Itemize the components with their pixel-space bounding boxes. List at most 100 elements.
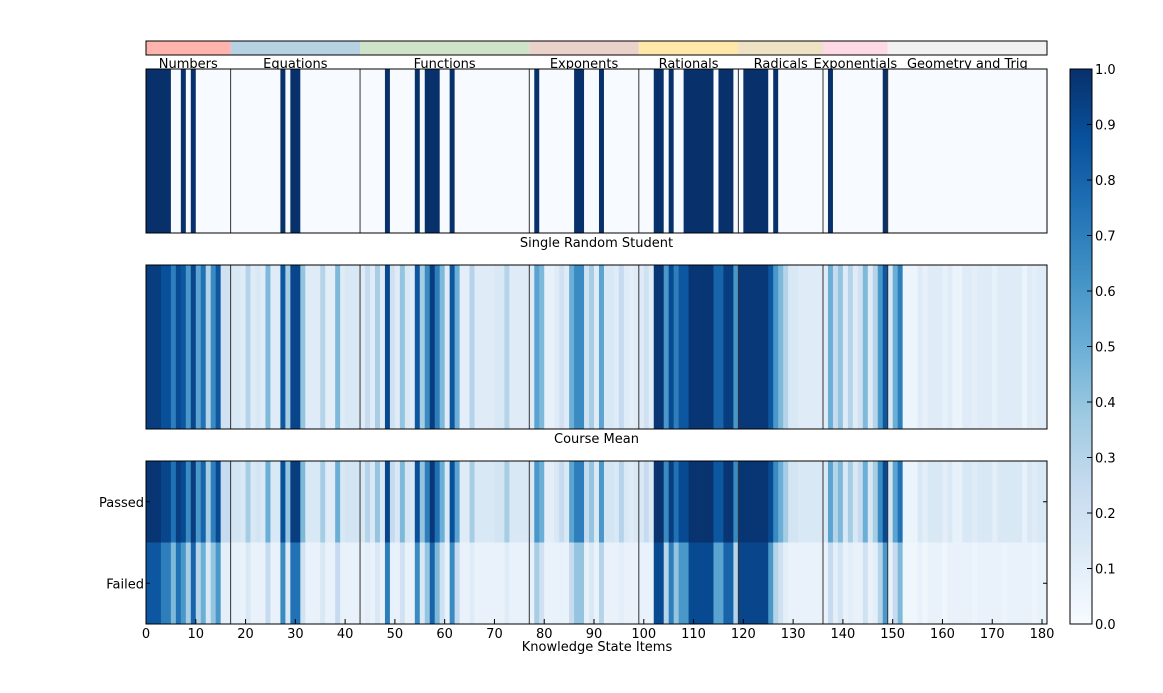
panel-frame — [145, 460, 1048, 625]
heatmap-cell — [633, 69, 640, 234]
heatmap-cell — [255, 542, 261, 625]
heatmap-cell — [305, 461, 311, 543]
heatmap-cell — [350, 265, 356, 430]
heatmap-cell — [275, 461, 281, 543]
heatmap-cell — [240, 265, 246, 430]
heatmap-cell — [952, 265, 958, 430]
heatmap-cell — [708, 461, 714, 543]
heatmap-cell — [419, 265, 426, 430]
heatmap-cell — [1042, 265, 1048, 430]
heatmap-cell — [499, 542, 505, 625]
heatmap-cell — [872, 69, 879, 234]
heatmap-cell — [798, 265, 804, 430]
heatmap-cell — [215, 265, 222, 430]
heatmap-cell — [1037, 542, 1043, 625]
heatmap-cell — [648, 542, 655, 625]
heatmap-cell — [559, 461, 565, 543]
heatmap-cell — [912, 265, 918, 430]
heatmap-cell — [992, 542, 998, 625]
heatmap-cell — [982, 461, 988, 543]
x-tick-label: 120 — [731, 627, 756, 642]
heatmap-cell — [837, 542, 844, 625]
heatmap-cell — [150, 265, 157, 430]
heatmap-cell — [374, 542, 381, 625]
heatmap-cell — [648, 265, 655, 430]
heatmap-cell — [295, 461, 301, 543]
heatmap-cell — [618, 461, 625, 543]
heatmap-cell — [598, 69, 605, 234]
heatmap-cell — [230, 69, 237, 234]
category-label: Exponentials — [814, 57, 898, 72]
heatmap-cell — [942, 461, 948, 543]
heatmap-cell — [544, 461, 550, 543]
category-swatch — [230, 41, 361, 55]
heatmap-cell — [857, 265, 864, 430]
heatmap-cell — [932, 69, 938, 234]
heatmap-cell — [763, 542, 769, 625]
heatmap-cell — [808, 461, 814, 543]
category-swatch — [529, 41, 639, 55]
heatmap-cell — [320, 265, 326, 430]
heatmap-cell — [270, 69, 276, 234]
heatmap-cell — [952, 542, 958, 625]
heatmap-cell — [374, 461, 381, 543]
heatmap-cell — [832, 265, 839, 430]
heatmap-cell — [365, 69, 371, 234]
heatmap-cell — [693, 265, 699, 430]
heatmap-cell — [200, 69, 207, 234]
heatmap-cell — [608, 461, 615, 543]
heatmap-cell — [210, 265, 217, 430]
x-tick-label: 110 — [681, 627, 706, 642]
heatmap-cell — [180, 69, 187, 234]
heatmap-cell — [623, 265, 630, 430]
heatmap-cell — [902, 542, 909, 625]
heatmap-cell — [793, 69, 799, 234]
heatmap-cell — [265, 461, 271, 543]
heatmap-cell — [718, 461, 724, 543]
heatmap-cell — [887, 265, 894, 430]
panel-frame — [145, 68, 1048, 234]
heatmap-cell — [1027, 69, 1033, 234]
heatmap-cell — [892, 542, 899, 625]
heatmap-cell — [250, 542, 256, 625]
heatmap-cell — [808, 265, 814, 430]
heatmap-cell — [250, 69, 256, 234]
heatmap-cell — [628, 461, 635, 543]
heatmap-cell — [818, 69, 824, 234]
heatmap-cell — [285, 69, 291, 234]
heatmap-cell — [529, 542, 535, 625]
heatmap-cell — [459, 265, 465, 430]
heatmap-cell — [648, 461, 655, 543]
heatmap-cell — [937, 69, 943, 234]
heatmap-cell — [733, 69, 739, 234]
heatmap-cell — [902, 265, 909, 430]
heatmap-cell — [429, 69, 436, 234]
heatmap-cell — [763, 265, 769, 430]
heatmap-cell — [608, 542, 615, 625]
heatmap-cell — [982, 542, 988, 625]
heatmap-cell — [668, 461, 675, 543]
heatmap-cell — [315, 265, 321, 430]
heatmap-cell — [464, 265, 470, 430]
heatmap-cell — [419, 542, 426, 625]
heatmap-cell — [882, 265, 889, 430]
heatmap-cell — [215, 461, 222, 543]
heatmap-cell — [613, 265, 620, 430]
heatmap-cell — [982, 69, 988, 234]
heatmap-cell — [434, 69, 441, 234]
heatmap-cell — [882, 461, 889, 543]
heatmap-cell — [170, 69, 177, 234]
heatmap-cell — [887, 542, 894, 625]
heatmap-cell — [902, 69, 909, 234]
heatmap-cell — [912, 461, 918, 543]
category-swatch — [887, 41, 1047, 55]
heatmap-cell — [618, 542, 625, 625]
heatmap-cell — [449, 461, 456, 543]
heatmap-cell — [832, 542, 839, 625]
heatmap-cell — [673, 542, 680, 625]
heatmap-cell — [872, 461, 879, 543]
category-label: Functions — [414, 57, 476, 72]
heatmap-cell — [638, 461, 645, 543]
heatmap-cell — [419, 69, 426, 234]
heatmap-cell — [374, 265, 381, 430]
